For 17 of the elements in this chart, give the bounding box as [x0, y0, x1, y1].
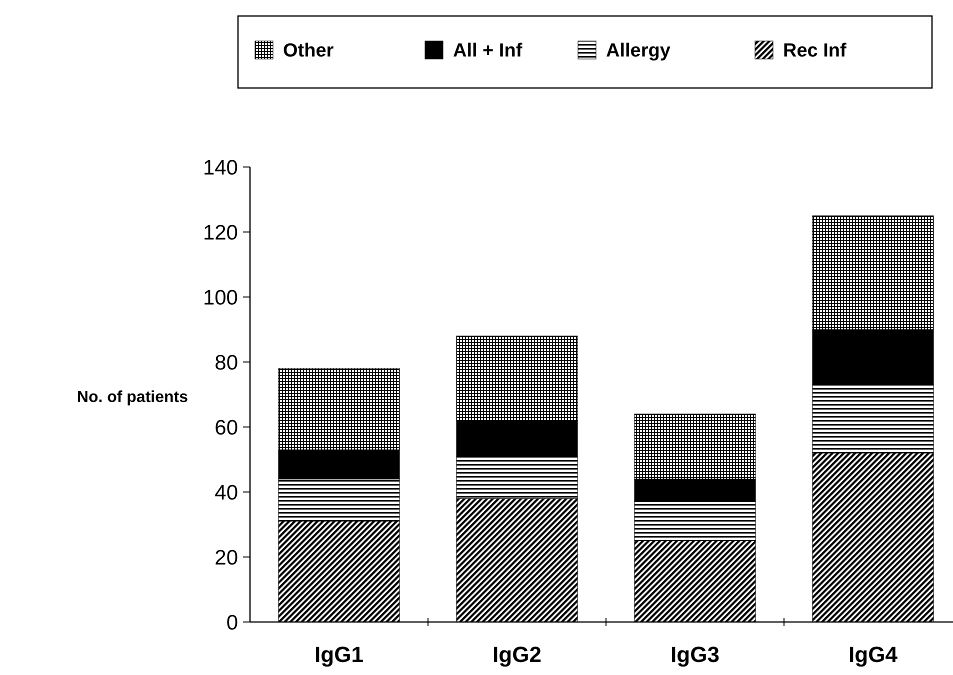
x-tick-label: IgG1 — [314, 642, 364, 667]
x-tick-label: IgG4 — [848, 642, 898, 667]
y-tick-label: 0 — [226, 611, 238, 634]
y-tick-label: 40 — [214, 481, 238, 504]
x-tick-label: IgG3 — [670, 642, 720, 667]
y-tick-label: 120 — [202, 221, 238, 244]
y-tick-label: 20 — [214, 546, 238, 570]
y-tick-label: 100 — [202, 286, 238, 310]
y-axis-title: No. of patients — [76, 389, 188, 406]
legend-label: Other — [283, 40, 334, 62]
legend-label: Rec Inf — [783, 40, 848, 62]
y-tick-label: 140 — [202, 156, 238, 180]
legend-label: Allergy — [606, 40, 671, 62]
x-tick-label: IgG2 — [492, 642, 542, 667]
y-tick-label: 80 — [214, 351, 238, 374]
y-tick-label: 60 — [214, 416, 238, 440]
legend-label: All + Inf — [453, 40, 523, 62]
